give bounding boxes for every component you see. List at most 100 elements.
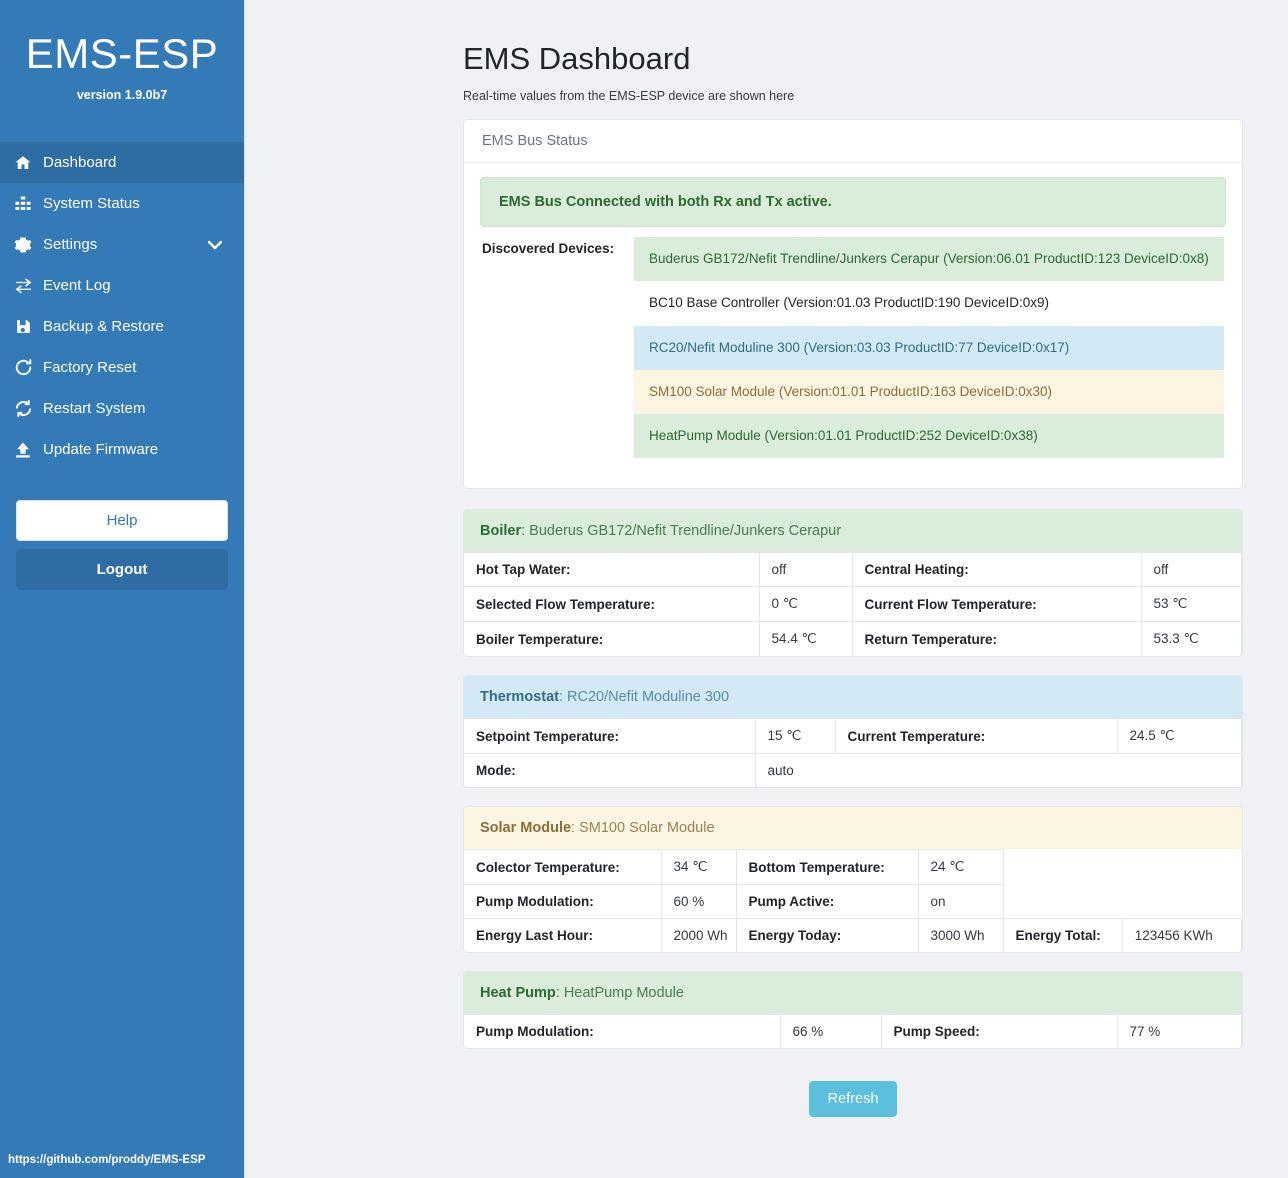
heatpump-device-name: HeatPump Module [563,985,684,1002]
table-row: Pump Modulation: 66 % Pump Speed: 77 % [464,1014,1242,1049]
cell-value: 24.5 ℃ [1116,718,1242,755]
brand-title: EMS-ESP [25,30,219,77]
cell-value: 77 % [1116,1014,1242,1049]
solar-table: Colector Temperature: 34 ℃ Bottom Temper… [464,849,1242,953]
sidebar-item-label: Update Firmware [43,441,159,459]
cell-value: 34 ℃ [660,849,737,886]
solar-device-name: SM100 Solar Module [579,820,715,837]
page-subtitle: Real-time values from the EMS-ESP device… [463,89,795,104]
bus-status-alert: EMS Bus Connected with both Rx and Tx ac… [480,177,1226,228]
separator: : [571,820,580,837]
cell-value: auto [754,753,1242,788]
logout-button[interactable]: Logout [16,549,228,591]
cell-key: Bottom Temperature: [735,849,919,886]
table-row: Hot Tap Water: off Central Heating: off [464,552,1242,588]
cell-key: Boiler Temperature: [464,621,760,657]
cell-key: Energy Today: [735,918,919,953]
cell-value: 53 ℃ [1140,586,1242,623]
heatpump-panel-header: Heat Pump: HeatPump Module [464,972,1242,1015]
table-row: Colector Temperature: 34 ℃ Bottom Temper… [464,849,1242,886]
table-row: Setpoint Temperature: 15 ℃ Current Tempe… [464,718,1242,755]
sidebar-item-label: Event Log [43,277,111,295]
cell-key: Energy Last Hour: [464,918,662,953]
cell-key: Selected Flow Temperature: [464,586,760,623]
sidebar-nav: Dashboard System Status [0,142,244,470]
heatpump-table: Pump Modulation: 66 % Pump Speed: 77 % [464,1014,1242,1049]
table-row: Mode: auto [464,753,1242,788]
status-icon [8,195,38,213]
cell-value: 3000 Wh [917,918,1004,953]
page-title: EMS Dashboard [463,41,691,76]
cell-key: Central Heating: [851,552,1142,588]
sidebar-item-event-log[interactable]: Event Log [0,265,244,306]
solar-label: Solar Module [480,820,572,837]
cell-key: Pump Modulation: [464,884,662,920]
sidebar-item-update-firmware[interactable]: Update Firmware [0,429,244,470]
cell-value: 60 % [660,884,737,920]
discovered-devices-list: Buderus GB172/Nefit Trendline/Junkers Ce… [634,237,1224,459]
list-item[interactable]: BC10 Base Controller (Version:01.03 Prod… [634,281,1224,326]
separator: : [521,523,530,540]
refresh-icon [8,358,38,377]
github-link[interactable]: https://github.com/proddy/EMS-ESP [8,1154,206,1166]
table-row: Boiler Temperature: 54.4 ℃ Return Temper… [464,621,1242,657]
cell-value: 24 ℃ [917,849,1004,886]
cell-key: Colector Temperature: [464,849,662,886]
cell-key: Energy Total: [1002,918,1123,953]
sidebar-item-backup-restore[interactable]: Backup & Restore [0,306,244,347]
help-button[interactable]: Help [16,500,228,542]
sidebar-item-label: Backup & Restore [43,318,164,336]
separator: : [555,985,564,1002]
solar-panel-header: Solar Module: SM100 Solar Module [464,807,1242,850]
card-body: EMS Bus Connected with both Rx and Tx ac… [464,163,1242,488]
thermostat-panel: Thermostat: RC20/Nefit Moduline 300 Setp… [463,675,1243,789]
cell-value: 66 % [779,1014,882,1049]
refresh-button[interactable]: Refresh [808,1081,898,1118]
sidebar-item-label: Factory Reset [43,359,137,377]
cell-key: Setpoint Temperature: [464,718,756,755]
sidebar: EMS-ESP version 1.9.0b7 Dashboard [0,0,245,1178]
discovered-devices-section: Discovered Devices: Buderus GB172/Nefit … [480,227,1226,470]
cell-empty [1003,884,1242,919]
list-item[interactable]: Buderus GB172/Nefit Trendline/Junkers Ce… [634,237,1224,282]
cell-value: 2000 Wh [660,918,737,953]
restart-icon [8,399,38,418]
brand: EMS-ESP version 1.9.0b7 [0,0,244,102]
cell-key: Pump Active: [735,884,919,920]
cell-key: Current Temperature: [834,718,1118,755]
brand-version: version 1.9.0b7 [76,88,168,103]
sidebar-item-system-status[interactable]: System Status [0,183,244,224]
list-item[interactable]: RC20/Nefit Moduline 300 (Version:03.03 P… [634,325,1224,370]
boiler-panel-header: Boiler: Buderus GB172/Nefit Trendline/Ju… [464,510,1242,553]
chevron-down-icon[interactable] [208,240,222,250]
sidebar-item-label: Dashboard [43,154,117,172]
sidebar-item-label: Settings [43,236,98,254]
cell-value: off [758,552,853,588]
cell-value: 53.3 ℃ [1140,621,1242,657]
thermostat-device-name: RC20/Nefit Moduline 300 [567,689,730,706]
home-icon [8,154,38,172]
boiler-device-name: Buderus GB172/Nefit Trendline/Junkers Ce… [529,523,842,540]
sidebar-item-dashboard[interactable]: Dashboard [0,142,244,184]
sidebar-actions: Help Logout [0,500,244,591]
sidebar-item-restart-system[interactable]: Restart System [0,388,244,429]
boiler-table: Hot Tap Water: off Central Heating: off … [464,552,1242,657]
cell-key: Pump Modulation: [464,1014,781,1049]
exchange-icon [8,277,38,295]
sidebar-item-factory-reset[interactable]: Factory Reset [0,347,244,388]
cell-empty [1003,849,1242,885]
solar-module-panel: Solar Module: SM100 Solar Module Colecto… [463,806,1243,954]
table-row: Selected Flow Temperature: 0 ℃ Current F… [464,586,1242,623]
discovered-devices-label: Discovered Devices: [482,241,615,257]
cell-key: Mode: [464,753,756,788]
main-content: EMS Dashboard Real-time values from the … [245,0,1288,1178]
list-item[interactable]: HeatPump Module (Version:01.01 ProductID… [634,414,1224,459]
sidebar-item-settings[interactable]: Settings [0,224,244,265]
separator: : [558,689,568,706]
list-item[interactable]: SM100 Solar Module (Version:01.01 Produc… [634,369,1224,415]
heatpump-label: Heat Pump [480,985,556,1002]
cell-value: on [917,884,1004,920]
cell-value: 54.4 ℃ [758,621,853,657]
refresh-section: Refresh [463,1067,1243,1118]
